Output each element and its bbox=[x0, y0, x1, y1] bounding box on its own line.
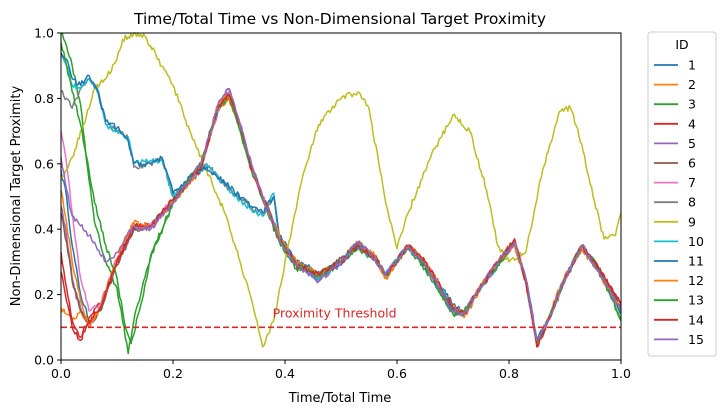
legend-label-10: 10 bbox=[688, 234, 704, 249]
series-layer bbox=[60, 32, 622, 355]
x-tick-label: 0.0 bbox=[51, 366, 71, 381]
legend-label-7: 7 bbox=[688, 175, 696, 190]
y-tick-label: 1.0 bbox=[34, 26, 54, 41]
legend-label-4: 4 bbox=[688, 116, 696, 131]
legend-label-2: 2 bbox=[688, 77, 696, 92]
x-tick-label: 1.0 bbox=[611, 366, 631, 381]
legend-label-12: 12 bbox=[688, 273, 704, 288]
x-tick-label: 0.6 bbox=[387, 366, 407, 381]
y-tick-label: 0.6 bbox=[34, 156, 54, 171]
chart-title: Time/Total Time vs Non-Dimensional Targe… bbox=[133, 10, 546, 28]
tick-layer: 0.0 0.2 0.4 0.6 0.8 1.0 0.0 0.2 0.4 0.6 0.8 1.0 bbox=[34, 26, 631, 382]
legend-label-15: 15 bbox=[688, 332, 704, 347]
legend-label-8: 8 bbox=[688, 195, 696, 210]
threshold-layer: Proximity Threshold bbox=[61, 305, 621, 329]
legend-label-6: 6 bbox=[688, 156, 696, 171]
legend-label-13: 13 bbox=[688, 293, 704, 308]
y-axis-label: Non-Dimensional Target Proximity bbox=[9, 86, 24, 307]
legend-label-5: 5 bbox=[688, 136, 696, 151]
legend-label-1: 1 bbox=[688, 58, 696, 73]
legend-label-9: 9 bbox=[688, 214, 696, 229]
y-tick-label: 0.8 bbox=[34, 91, 54, 106]
x-tick-label: 0.2 bbox=[163, 366, 183, 381]
legend-title: ID bbox=[675, 37, 688, 52]
x-axis-label: Time/Total Time bbox=[288, 391, 392, 406]
x-tick-label: 0.8 bbox=[499, 366, 519, 381]
legend-label-14: 14 bbox=[688, 312, 704, 327]
x-tick-label: 0.4 bbox=[275, 366, 295, 381]
legend-box bbox=[647, 31, 717, 357]
series-line-15 bbox=[60, 87, 622, 342]
legend-label-11: 11 bbox=[688, 254, 704, 269]
series-line-9 bbox=[60, 32, 622, 348]
threshold-annotation: Proximity Threshold bbox=[273, 305, 397, 320]
y-tick-label: 0.0 bbox=[34, 353, 54, 368]
plot-frame bbox=[60, 32, 622, 361]
legend-label-3: 3 bbox=[688, 97, 696, 112]
y-tick-label: 0.4 bbox=[34, 222, 54, 237]
y-tick-label: 0.2 bbox=[34, 287, 54, 302]
